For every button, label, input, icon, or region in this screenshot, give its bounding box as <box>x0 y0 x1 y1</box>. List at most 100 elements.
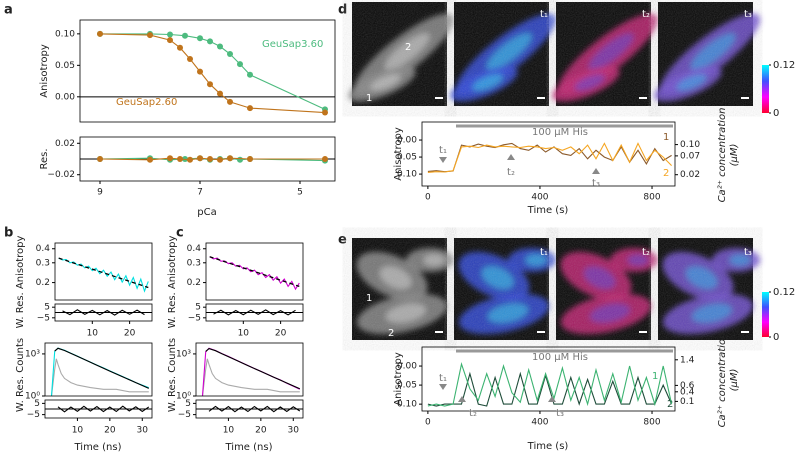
data-point <box>187 56 193 63</box>
y-tick-label: 5 <box>185 399 191 409</box>
x-tick-label: 20 <box>124 329 136 339</box>
data-point <box>217 43 223 50</box>
image-label: 2 <box>405 42 411 53</box>
x-axis-label: pCa <box>197 207 216 218</box>
series-line <box>208 405 301 413</box>
microscopy-image <box>450 2 556 106</box>
y-tick-label: −5 <box>188 313 201 323</box>
data-point <box>177 44 183 51</box>
colorbar-tick-label: 0 <box>773 108 779 119</box>
scale-bar <box>435 331 443 333</box>
microscopy-image <box>348 2 454 106</box>
series-label: GeuSap2.60 <box>116 97 177 108</box>
y-tick-label: −5 <box>178 410 191 420</box>
colorbar <box>762 65 769 113</box>
scale-bar <box>741 97 749 99</box>
colorbar <box>762 292 769 337</box>
y-axis-label: Anisotropy <box>39 44 50 98</box>
x-tick-label: 10 <box>72 426 84 436</box>
x-tick-label: 5 <box>297 188 303 198</box>
axes-frame <box>421 121 676 187</box>
image-texture <box>454 238 549 340</box>
series-line <box>209 256 300 291</box>
data-point <box>237 61 243 68</box>
x-tick-label: 0 <box>425 418 431 428</box>
y2-tick-label: 0.4 <box>680 387 695 397</box>
data-point <box>97 156 103 162</box>
y-tick-label: −0.02 <box>47 170 75 180</box>
scale-bar <box>435 97 443 99</box>
annotation: 100 μM His <box>532 127 588 138</box>
y-tick-label: 0.00 <box>397 136 417 146</box>
y-axis-label: Anisotropy <box>393 127 404 181</box>
colorbar-tick-label: 0 <box>773 332 779 343</box>
data-point <box>207 156 213 162</box>
x-tick-label: 30 <box>288 426 300 436</box>
image-texture <box>658 238 753 340</box>
time-marker <box>548 396 556 402</box>
data-point <box>217 90 223 97</box>
x-tick-label: 10 <box>223 426 235 436</box>
annotation: t₂ <box>469 408 477 419</box>
y-tick-label: 0.4 <box>187 244 202 254</box>
series-line <box>427 362 673 407</box>
microscopy-image <box>654 2 760 106</box>
data-point <box>227 155 233 162</box>
data-point <box>187 156 193 163</box>
x-tick-label: 800 <box>643 418 660 428</box>
data-point <box>322 109 328 116</box>
data-point <box>197 155 203 162</box>
annotation: t₃ <box>556 408 564 419</box>
microscopy-image <box>658 238 760 340</box>
x-axis-label: Time (ns) <box>224 442 272 453</box>
y2-tick-label: 0.6 <box>680 381 695 391</box>
data-point <box>167 155 173 162</box>
y-tick-label: 5 <box>195 303 201 313</box>
data-point <box>227 98 233 105</box>
data-point <box>247 156 253 162</box>
data-point <box>167 31 173 38</box>
microscopy-image <box>556 238 658 340</box>
annotation: t₂ <box>507 167 515 178</box>
data-point <box>227 51 233 57</box>
colorbar-tick-label: 0.12 <box>773 60 795 71</box>
y-tick-label: −5 <box>37 313 50 323</box>
series-line <box>201 358 300 396</box>
annotation: t₁ <box>439 373 447 384</box>
microscopy-image <box>454 238 556 340</box>
data-point <box>197 35 203 42</box>
data-point <box>237 156 243 163</box>
series-line <box>205 347 301 390</box>
image-texture <box>352 2 447 106</box>
data-point <box>207 38 213 45</box>
x-axis-label: Time (s) <box>527 441 569 452</box>
microscopy-image <box>352 238 454 340</box>
series-line <box>58 257 149 293</box>
series-line <box>209 256 300 288</box>
series-label: 2 <box>663 168 669 179</box>
y-tick-label: 10⁰ <box>176 392 191 402</box>
scale-bar <box>537 331 545 333</box>
y-axis-label: W. Res. Anisotropy <box>167 236 178 329</box>
image-label: t₁ <box>540 9 548 20</box>
series-label: 1 <box>652 371 658 382</box>
y2-tick-label: 0.10 <box>680 140 700 150</box>
axes-frame <box>79 19 336 123</box>
data-point <box>147 32 153 39</box>
x-tick-label: 7 <box>197 188 203 198</box>
x-tick-label: 0 <box>425 193 431 203</box>
image-texture <box>556 238 651 340</box>
y-tick-label: 10⁰ <box>25 392 40 402</box>
scale-bar <box>639 97 647 99</box>
time-marker <box>592 168 600 174</box>
x-tick-label: 30 <box>137 426 149 436</box>
panel-label: e <box>338 233 347 248</box>
y-axis-label: W. Res. Anisotropy <box>15 236 26 329</box>
series-line <box>54 347 150 389</box>
axes-frame <box>195 399 304 419</box>
x-tick-label: 20 <box>104 426 116 436</box>
x-tick-label: 9 <box>97 188 103 198</box>
axes-frame <box>79 136 336 182</box>
data-point <box>322 156 328 162</box>
y2-tick-label: 1.4 <box>680 355 695 365</box>
